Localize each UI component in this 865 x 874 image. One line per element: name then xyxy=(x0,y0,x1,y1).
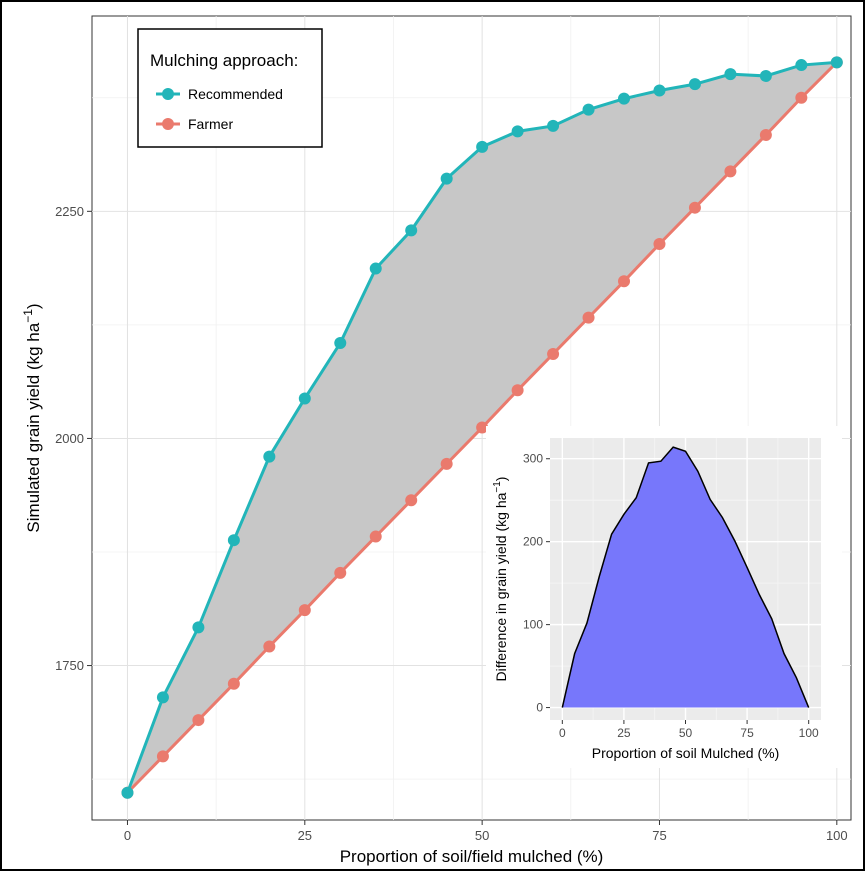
data-point-farmer xyxy=(405,494,418,507)
data-point-farmer xyxy=(263,640,276,653)
inset-y-axis-label-close: ) xyxy=(493,477,509,482)
inset-chart: 0 25 50 75 100 0 100 200 300 Proportion of soil… xyxy=(486,426,842,768)
x-tick-label: 100 xyxy=(826,828,848,843)
data-point-recommended xyxy=(653,84,666,97)
data-point-farmer xyxy=(298,604,311,617)
inset-y-tick-label: 300 xyxy=(523,452,543,466)
data-point-farmer xyxy=(759,129,772,142)
data-point-recommended xyxy=(298,392,311,405)
legend-title: Mulching approach: xyxy=(150,51,298,70)
data-point-recommended xyxy=(582,103,595,116)
x-tick-label: 50 xyxy=(475,828,489,843)
data-point-recommended xyxy=(511,125,524,138)
main-series-points xyxy=(121,56,843,799)
inset-x-tick-label: 50 xyxy=(679,726,693,740)
y-tick-label: 2250 xyxy=(55,204,84,219)
data-point-recommended xyxy=(121,786,134,799)
legend-label-farmer: Farmer xyxy=(188,116,233,132)
inset-area-outline xyxy=(561,446,810,708)
data-point-farmer xyxy=(156,750,169,763)
legend-label-recommended: Recommended xyxy=(188,86,283,102)
main-y-axis-label: Simulated grain yield (kg ha−1) xyxy=(21,303,43,532)
x-tick-label: 75 xyxy=(652,828,666,843)
inset-y-axis-label-text: Difference in grain yield (kg ha xyxy=(493,492,509,681)
data-point-recommended xyxy=(405,224,418,237)
data-point-farmer xyxy=(724,165,737,178)
data-point-recommended xyxy=(795,59,808,72)
y-tick-label: 1750 xyxy=(55,658,84,673)
main-y-axis: 1750 2000 2250 xyxy=(55,204,92,673)
data-point-farmer xyxy=(653,238,666,251)
data-point-farmer xyxy=(795,91,808,104)
data-point-recommended xyxy=(227,534,240,547)
data-point-farmer xyxy=(511,384,524,397)
data-point-recommended xyxy=(688,78,701,91)
data-point-farmer xyxy=(618,275,631,288)
inset-x-tick-label: 75 xyxy=(740,726,754,740)
data-point-farmer xyxy=(227,677,240,690)
inset-y-axis-label: Difference in grain yield (kg ha−1) xyxy=(492,477,509,682)
legend-key-point-farmer xyxy=(162,118,174,130)
data-point-farmer xyxy=(192,714,205,727)
data-point-farmer xyxy=(334,566,347,579)
main-x-axis: 0 25 50 75 100 xyxy=(124,820,848,843)
main-x-axis-label: Proportion of soil/field mulched (%) xyxy=(340,847,604,866)
data-point-recommended xyxy=(369,262,382,275)
inset-y-tick-label: 100 xyxy=(523,618,543,632)
data-point-farmer xyxy=(582,311,595,324)
data-point-recommended xyxy=(476,140,489,153)
data-point-recommended xyxy=(830,56,843,69)
main-y-axis-label-superscript: −1 xyxy=(21,309,35,323)
data-point-farmer xyxy=(440,457,453,470)
data-point-farmer xyxy=(547,347,560,360)
inset-y-tick-label: 200 xyxy=(523,535,543,549)
inset-area-fill xyxy=(562,447,809,708)
inset-x-axis: 0 25 50 75 100 xyxy=(559,720,819,740)
main-y-axis-label-text: Simulated grain yield (kg ha xyxy=(24,322,43,532)
y-tick-label: 2000 xyxy=(55,431,84,446)
inset-x-tick-label: 25 xyxy=(617,726,631,740)
data-point-recommended xyxy=(440,172,453,185)
data-point-recommended xyxy=(618,92,631,105)
legend: Mulching approach: Recommended Farmer xyxy=(137,28,323,148)
inset-x-tick-label: 0 xyxy=(559,726,566,740)
inset-y-axis-label-superscript: −1 xyxy=(492,481,503,493)
legend-items: Recommended Farmer xyxy=(156,86,283,132)
data-point-recommended xyxy=(724,68,737,81)
data-point-farmer xyxy=(476,421,489,434)
data-point-recommended xyxy=(547,119,560,132)
inset-area xyxy=(561,446,810,708)
data-point-recommended xyxy=(192,621,205,634)
data-point-recommended xyxy=(334,337,347,350)
data-point-recommended xyxy=(759,69,772,82)
inset-x-axis-label: Proportion of soil Mulched (%) xyxy=(592,745,780,761)
data-point-farmer xyxy=(688,201,701,214)
inset-y-axis: 0 100 200 300 xyxy=(523,452,550,715)
inset-x-tick-label: 100 xyxy=(799,726,819,740)
data-point-recommended xyxy=(156,691,169,704)
inset-y-tick-label: 0 xyxy=(536,701,543,715)
x-tick-label: 25 xyxy=(298,828,312,843)
main-y-axis-label-close: ) xyxy=(24,303,43,309)
legend-key-point-recommended xyxy=(162,88,174,100)
data-point-farmer xyxy=(369,530,382,543)
x-tick-label: 0 xyxy=(124,828,131,843)
data-point-recommended xyxy=(263,450,276,463)
